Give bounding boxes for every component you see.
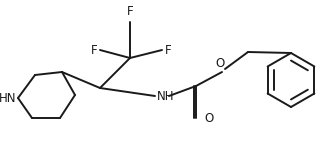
Text: HN: HN — [0, 92, 16, 104]
Text: F: F — [165, 44, 171, 56]
Text: O: O — [204, 112, 213, 124]
Text: O: O — [215, 57, 225, 70]
Text: NH: NH — [157, 89, 174, 103]
Text: F: F — [90, 44, 97, 56]
Text: F: F — [127, 5, 133, 18]
